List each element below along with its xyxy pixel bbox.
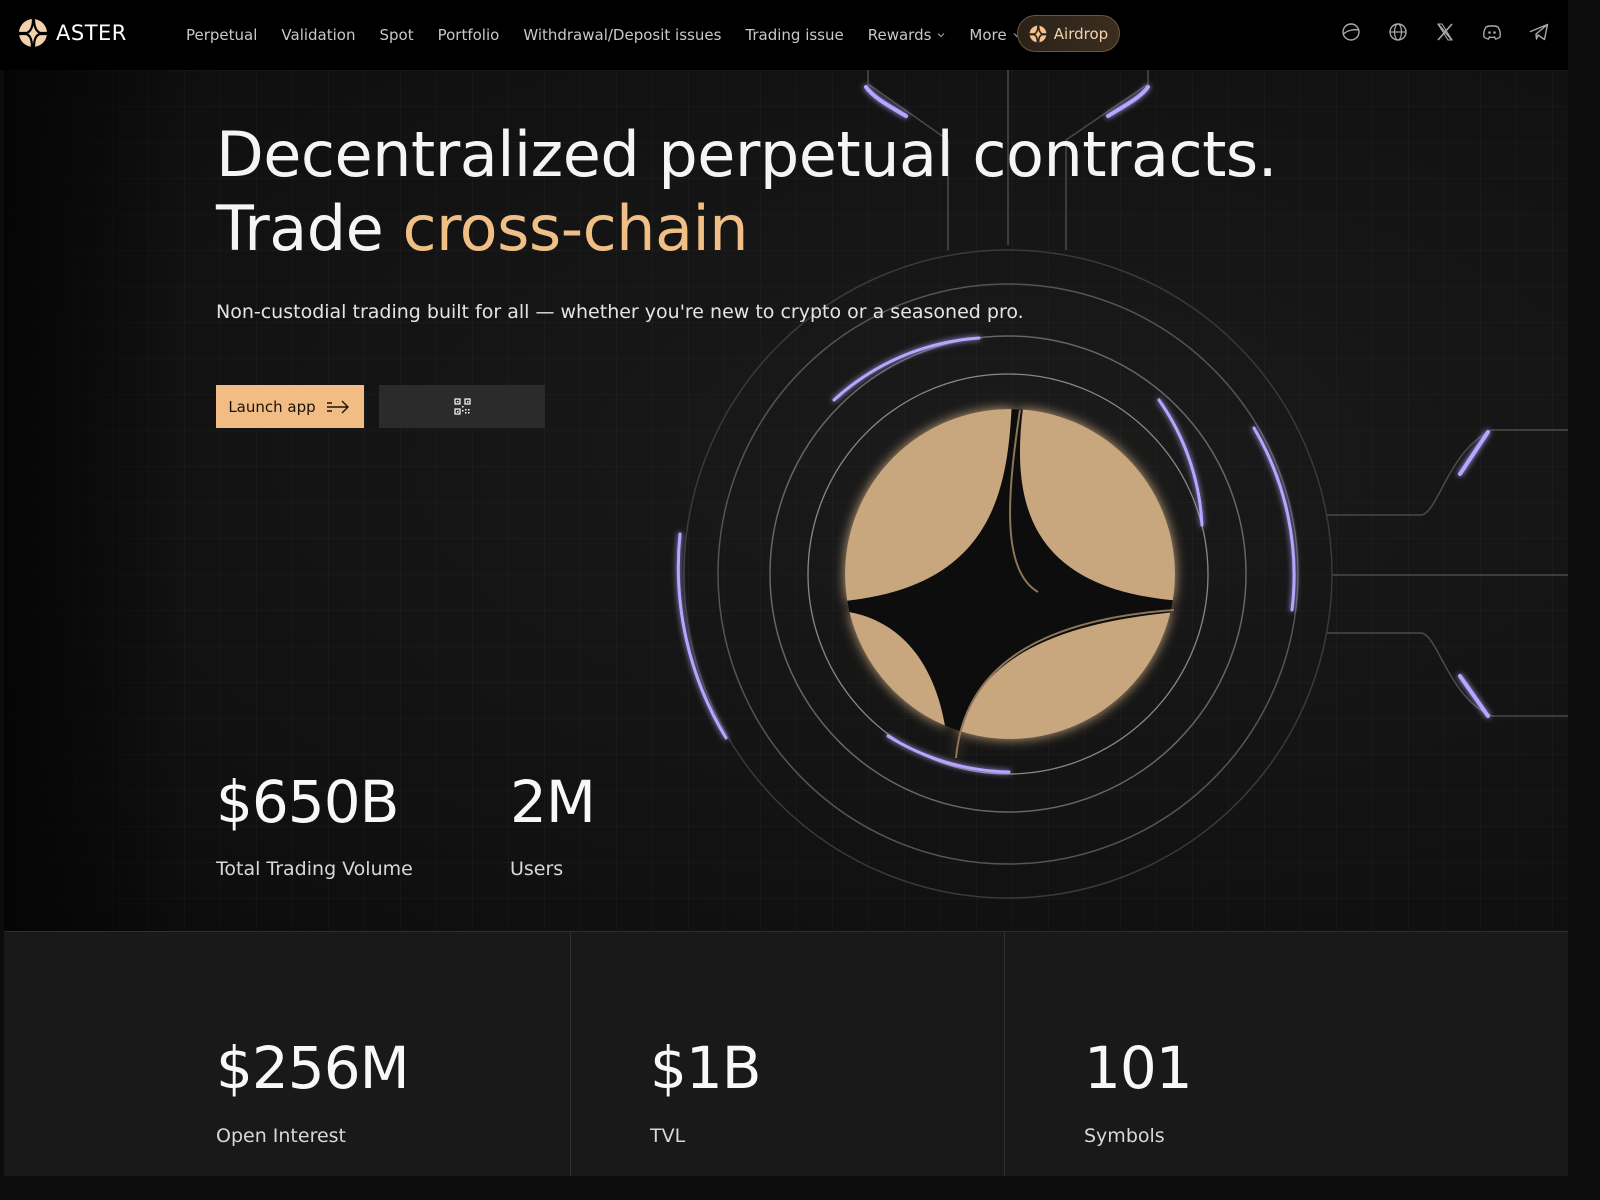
aster-logo-icon [1029,25,1047,42]
nav-link-withdrawal-deposit[interactable]: Withdrawal/Deposit issues [523,26,721,44]
airdrop-button[interactable]: Airdrop [1017,15,1120,52]
hero-subtitle: Non-custodial trading built for all — wh… [216,301,1024,323]
stat-label: Symbols [1084,1125,1165,1147]
aster-emblem-illustration [676,70,1568,899]
stat-users: 2M Users [510,768,596,880]
nav-link-label: More [969,26,1007,44]
stat-label: Open Interest [216,1125,347,1147]
nav-link-label: Portfolio [437,26,500,44]
qr-code-button[interactable] [379,385,545,428]
background-grid [4,70,1568,931]
planet-icon[interactable] [1340,21,1362,43]
stat-symbols: 101 Symbols [1084,1034,1193,1147]
aster-logo-icon [19,18,47,48]
stat-value: 2M [510,768,596,836]
stat-value: $256M [216,1034,410,1102]
metrics-section: $256M Open Interest $1B TVL 101 Symbols [4,931,1568,1176]
chevron-down-icon [937,33,945,38]
nav-link-portfolio[interactable]: Portfolio [438,26,500,44]
stat-open-interest: $256M Open Interest [216,1034,410,1147]
stat-tvl: $1B TVL [650,1034,762,1147]
airdrop-label: Airdrop [1053,24,1109,43]
nav-link-rewards[interactable]: Rewards [868,26,946,44]
globe-icon[interactable] [1387,21,1409,43]
divider [570,932,571,1176]
nav-link-label: Withdrawal/Deposit issues [523,26,722,44]
page: ASTER Perpetual Validation Spot Portfoli… [0,0,1568,1176]
hero-shade [4,70,184,931]
stat-total-trading-volume: $650B Total Trading Volume [216,770,413,880]
divider [1004,932,1005,1176]
nav-link-label: Trading issue [745,26,844,44]
telegram-icon[interactable] [1528,21,1550,43]
hero-headline: Decentralized perpetual contracts. Trade… [216,118,1277,266]
stat-value: 101 [1084,1034,1193,1102]
nav-link-trading-issue[interactable]: Trading issue [745,26,843,44]
stat-value: $650B [216,768,399,836]
hero-section: Decentralized perpetual contracts. Trade… [4,70,1568,931]
nav-link-perpetual[interactable]: Perpetual [186,26,257,44]
nav-link-validation[interactable]: Validation [281,26,355,44]
qr-code-icon [453,398,471,415]
headline-line2-prefix: Trade [216,192,384,265]
top-nav: ASTER Perpetual Validation Spot Portfoli… [0,0,1568,70]
nav-link-label: Perpetual [186,26,258,44]
nav-link-label: Rewards [867,26,932,44]
nav-link-more[interactable]: More [969,26,1021,44]
launch-app-label: Launch app [228,397,316,416]
brand-logo[interactable]: ASTER [18,18,127,48]
nav-links: Perpetual Validation Spot Portfolio With… [186,0,1045,70]
stat-label: TVL [650,1125,686,1147]
nav-link-spot[interactable]: Spot [379,26,413,44]
stat-value: $1B [650,1034,762,1102]
brand-name: ASTER [56,21,127,45]
nav-link-label: Validation [281,26,356,44]
headline-line2-accent: cross-chain [402,192,748,265]
x-icon[interactable] [1434,21,1456,43]
arrow-right-icon [326,400,349,413]
stat-label: Total Trading Volume [216,858,413,880]
launch-app-button[interactable]: Launch app [216,385,364,428]
discord-icon[interactable] [1481,21,1503,43]
nav-link-label: Spot [379,26,414,44]
headline-line1: Decentralized perpetual contracts. [216,118,1277,191]
stat-label: Users [510,858,564,880]
social-links [1340,21,1550,43]
